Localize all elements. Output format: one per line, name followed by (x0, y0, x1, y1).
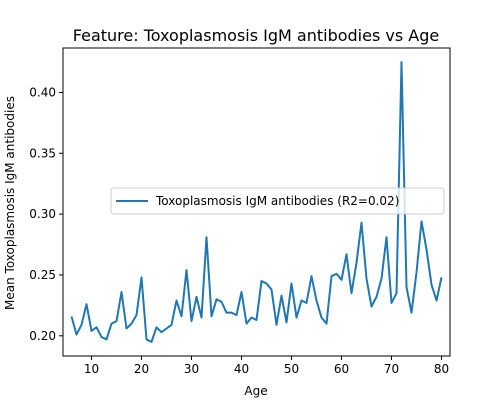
x-tick-label: 20 (134, 362, 149, 376)
x-tick-label: 40 (234, 362, 249, 376)
x-tick-label: 10 (84, 362, 99, 376)
x-tick-label: 70 (384, 362, 399, 376)
series-line-0 (70, 60, 443, 343)
y-axis-ticks: 0.20 0.25 0.30 0.35 0.40 (29, 85, 63, 343)
x-tick-label: 80 (434, 362, 449, 376)
y-tick-label: 0.30 (29, 207, 56, 221)
y-tick-label: 0.20 (29, 329, 56, 343)
x-axis-label: Age (244, 384, 267, 398)
chart-title: Feature: Toxoplasmosis IgM antibodies vs… (73, 26, 439, 45)
plot-series (70, 60, 443, 343)
x-axis-ticks: 10 20 30 40 50 60 70 80 (84, 356, 449, 376)
x-tick-label: 30 (184, 362, 199, 376)
y-tick-label: 0.35 (29, 146, 56, 160)
y-axis-label: Mean Toxoplasmosis IgM antibodies (3, 96, 17, 310)
x-tick-label: 60 (334, 362, 349, 376)
legend: Toxoplasmosis IgM antibodies (R2=0.02) (110, 187, 445, 215)
legend-label: Toxoplasmosis IgM antibodies (R2=0.02) (155, 194, 399, 208)
y-tick-label: 0.40 (29, 85, 56, 99)
legend-box (110, 187, 445, 215)
x-tick-label: 50 (284, 362, 299, 376)
plot-frame (62, 47, 451, 357)
y-tick-label: 0.25 (29, 268, 56, 282)
